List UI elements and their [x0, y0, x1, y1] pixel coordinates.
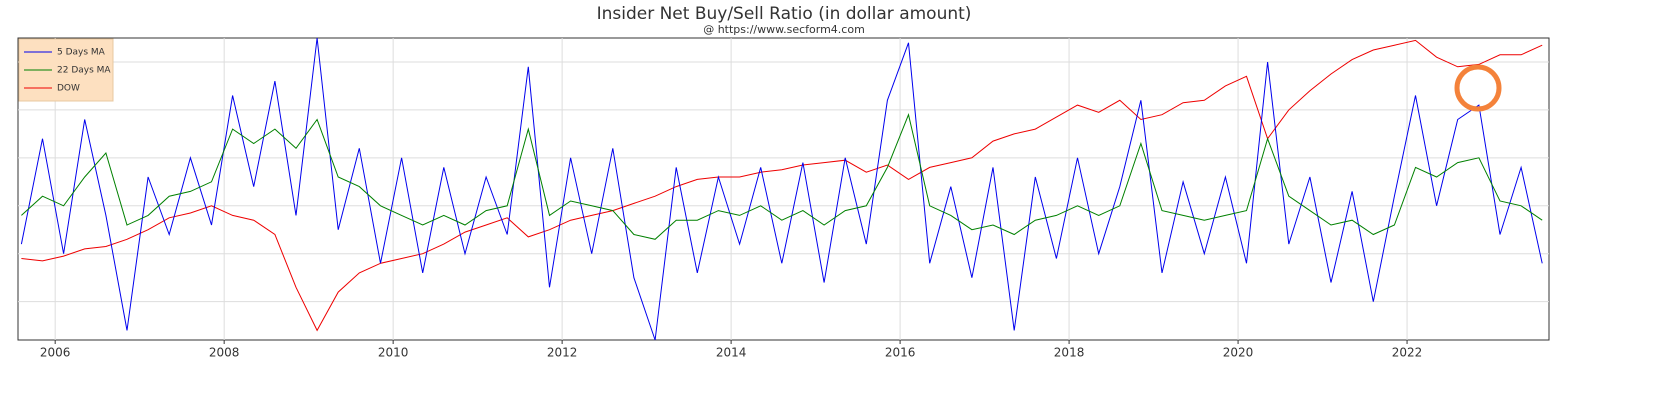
- chart-title: Insider Net Buy/Sell Ratio (in dollar am…: [597, 4, 972, 24]
- series-line: [21, 39, 1543, 332]
- x-tick-label: 2014: [716, 346, 747, 360]
- grid: [18, 38, 1549, 340]
- highlight-circle: [1454, 64, 1502, 112]
- x-tick-label: 2008: [209, 346, 240, 360]
- x-tick-label: 2022: [1392, 346, 1423, 360]
- legend-label: 5 Days MA: [57, 48, 106, 58]
- legend-label: DOW: [57, 84, 80, 94]
- x-tick-label: 2012: [547, 346, 578, 360]
- series-line: [20, 37, 1543, 341]
- lines: [20, 37, 1543, 341]
- series-line: [21, 113, 1543, 240]
- x-axis: 2006 2008 2010 2012 2014 2016 2018 2020 2022: [40, 340, 1422, 360]
- legend: 5 Days MA 22 Days MA DOW: [18, 38, 114, 102]
- x-tick-label: 2006: [40, 346, 71, 360]
- x-tick-label: 2016: [885, 346, 916, 360]
- x-tick-label: 2018: [1054, 346, 1085, 360]
- x-tick-label: 2010: [378, 346, 409, 360]
- legend-label: 22 Days MA: [57, 66, 111, 76]
- x-tick-label: 2020: [1223, 346, 1254, 360]
- chart-subtitle: @ https://www.secform4.com: [703, 23, 865, 36]
